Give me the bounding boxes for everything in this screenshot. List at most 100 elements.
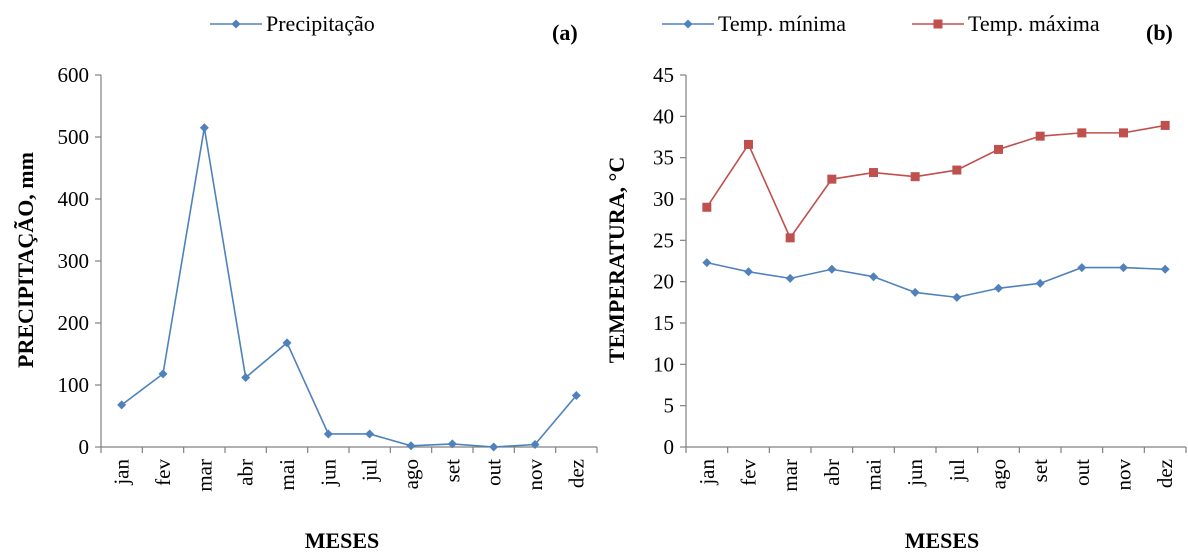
series-line — [706, 261, 1166, 299]
y-tick-label: 15 — [653, 311, 674, 335]
legend: Precipitação — [210, 11, 375, 36]
data-point — [1077, 128, 1087, 138]
x-tick-label: set — [440, 459, 464, 482]
y-tick-label: 200 — [58, 311, 90, 335]
legend-marker — [683, 19, 693, 29]
x-tick-label: jan — [695, 459, 719, 486]
y-tick-label: 5 — [664, 394, 675, 418]
y-tick-label: 100 — [58, 373, 90, 397]
x-axis-title: MESES — [905, 528, 980, 552]
data-point — [406, 441, 416, 451]
series-layer — [117, 123, 581, 452]
y-tick-label: 300 — [58, 249, 90, 273]
y-tick-label: 30 — [653, 187, 674, 211]
legend-label: Temp. máxima — [968, 11, 1100, 36]
x-tick-label: mar — [778, 459, 802, 492]
series-2 — [702, 120, 1170, 243]
x-tick-label: jun — [903, 459, 927, 487]
legend-entry: Temp. mínima — [662, 11, 846, 36]
x-tick-label: fev — [737, 459, 761, 486]
panel-label: (b) — [1146, 20, 1173, 45]
data-point — [530, 440, 540, 450]
data-point — [869, 272, 878, 282]
x-tick-label: jul — [358, 459, 382, 482]
y-tick-label: 25 — [653, 228, 674, 252]
x-tick-label: abr — [820, 459, 844, 486]
legend-marker — [231, 19, 241, 29]
data-point — [1160, 264, 1170, 274]
data-point — [994, 283, 1003, 293]
x-axis-title: MESES — [305, 528, 380, 552]
x-tick-label: dez — [564, 459, 588, 488]
y-tick-label: 20 — [653, 270, 674, 294]
chart-precipitation: Precipitação (a) PRECIPITAÇÃO, mm MESES … — [13, 11, 598, 552]
data-point — [785, 273, 795, 283]
y-tick-label: 0 — [664, 435, 675, 459]
legend-marker — [933, 19, 943, 29]
y-tick-label: 45 — [653, 63, 674, 87]
x-tick-label: mai — [275, 459, 299, 491]
series-layer — [702, 120, 1170, 302]
data-point — [744, 139, 753, 149]
x-tick-label: fev — [151, 459, 175, 486]
x-tick-label: out — [482, 459, 506, 486]
data-point — [1119, 263, 1128, 273]
data-point — [1035, 131, 1045, 141]
x-tick-label: nov — [523, 459, 547, 491]
data-point — [952, 292, 962, 302]
y-axis-title: PRECIPITAÇÃO, mm — [13, 152, 38, 368]
data-point — [365, 429, 375, 439]
x-tick-label: set — [1028, 459, 1052, 482]
data-point — [910, 287, 920, 297]
data-point — [1119, 128, 1128, 138]
series-line — [121, 127, 577, 448]
data-point — [323, 429, 333, 439]
series-1 — [702, 258, 1170, 302]
x-tick-label: abr — [234, 459, 258, 486]
x-tick-label: ago — [399, 459, 423, 489]
y-axis-title: TEMPERATURA, °C — [604, 157, 629, 363]
data-point — [241, 373, 251, 383]
legend-label: Precipitação — [266, 11, 375, 36]
x-tick-label: out — [1070, 459, 1094, 486]
legend-entry: Temp. máxima — [912, 11, 1100, 36]
x-tick-label: ago — [987, 459, 1011, 489]
data-point — [199, 123, 209, 133]
data-point — [785, 233, 795, 243]
y-tick-label: 0 — [79, 435, 90, 459]
x-tick-label: nov — [1112, 459, 1136, 491]
data-point — [1077, 263, 1087, 273]
y-tick-label: 600 — [58, 63, 90, 87]
data-point — [702, 202, 712, 212]
axes: 0 5 10 15 20 25 30 35 40 45 jan fev mar abr mai jun jul a… — [653, 63, 1187, 492]
x-tick-label: jul — [945, 459, 969, 482]
data-point — [447, 439, 457, 449]
y-tick-label: 40 — [653, 104, 674, 128]
x-tick-label: dez — [1153, 459, 1177, 488]
axes: 0 100 200 300 400 500 600 jan fev mar abr mai jun jul… — [58, 63, 598, 492]
data-point — [282, 338, 292, 348]
y-tick-label: 10 — [653, 352, 674, 376]
x-tick-label: mar — [192, 459, 216, 492]
y-tick-label: 500 — [58, 125, 90, 149]
series-line — [706, 124, 1166, 240]
x-tick-label: jun — [316, 459, 340, 487]
data-point — [117, 400, 127, 410]
data-point — [952, 165, 962, 175]
x-tick-label: mai — [862, 459, 886, 491]
panel-label: (a) — [552, 20, 578, 45]
legend-entry: Precipitação — [210, 11, 375, 36]
data-point — [571, 391, 581, 401]
legend-label: Temp. mínima — [718, 11, 846, 36]
data-point — [869, 168, 878, 178]
data-point — [1160, 120, 1170, 130]
data-point — [910, 172, 920, 182]
legend: Temp. mínima Temp. máxima — [662, 11, 1100, 36]
series-1 — [117, 123, 581, 452]
y-tick-label: 35 — [653, 146, 674, 170]
data-point — [827, 264, 837, 274]
x-tick-label: jan — [110, 459, 134, 486]
data-point — [1035, 278, 1045, 288]
chart-temperature: Temp. mínima Temp. máxima (b) TEMPERATURA… — [604, 11, 1187, 552]
